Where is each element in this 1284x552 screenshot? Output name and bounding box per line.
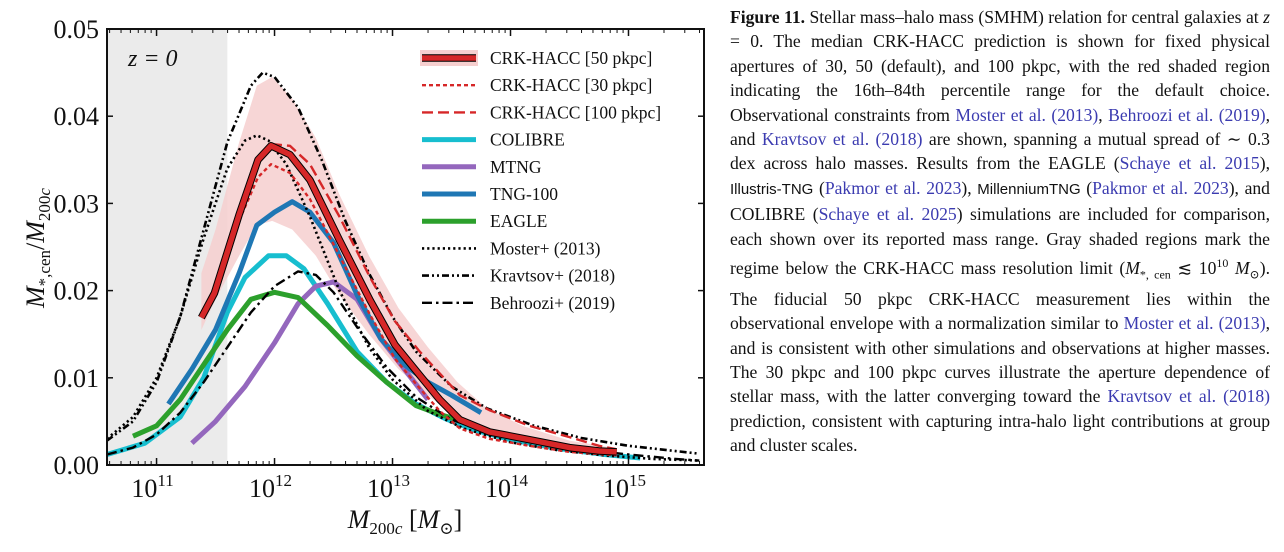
caption-text: ),	[961, 177, 978, 198]
caption-text: M	[1235, 257, 1250, 278]
y-tick-label: 0.00	[54, 451, 100, 480]
caption-text: *, cen	[1139, 267, 1171, 282]
caption-text: measurement lies within the observationa…	[730, 288, 1270, 334]
caption-text: CRK-HACC	[873, 31, 964, 52]
legend-item: Kravtsov+ (2018)	[422, 266, 615, 286]
caption-text: mass resolution limit (	[954, 257, 1126, 278]
caption-text: MillenniumTNG	[977, 180, 1081, 198]
caption-text: are shown, spanning a mutual spread of ∼…	[730, 129, 1270, 174]
citation-link[interactable]: Schaye et al. 2015	[1119, 153, 1260, 174]
legend-item: COLIBRE	[422, 130, 565, 150]
caption-text: ), and	[1228, 177, 1270, 198]
caption-text: ),	[1259, 153, 1270, 174]
legend-label: Behroozi+ (2019)	[490, 293, 615, 313]
series-moster-2013	[107, 134, 700, 462]
legend-label: CRK-HACC [50 pkpc]	[490, 48, 652, 68]
caption-text: ≲ 10	[1170, 257, 1217, 278]
legend-label: Kravtsov+ (2018)	[490, 266, 615, 286]
y-tick-label: 0.01	[54, 364, 100, 393]
legend-label: COLIBRE	[490, 130, 565, 150]
caption-text: prediction, consistent with capturing in…	[730, 410, 1270, 456]
citation-link[interactable]: Kravtsov et al. (2018)	[761, 129, 923, 150]
x-tick-label: 1013	[367, 471, 410, 503]
citation-link[interactable]: Pakmor et al. 2023	[1092, 177, 1229, 198]
caption-text: (	[805, 204, 819, 225]
legend-label: CRK-HACC [100 pkpc]	[490, 102, 661, 122]
y-axis-label: M*,cen/M200c	[21, 188, 54, 309]
series-behroozi-2019	[107, 270, 700, 462]
y-tick-label: 0.05	[54, 15, 100, 44]
caption-text: , and	[730, 104, 1271, 150]
caption-text: prediction is shown for fixed physical a…	[730, 31, 1270, 125]
caption-text: (	[813, 177, 825, 198]
citation-link[interactable]: Moster et al. (2013)	[955, 104, 1099, 125]
caption-text: , and is consistent with other simulatio…	[730, 313, 1270, 407]
caption-text: ,	[1098, 104, 1109, 125]
legend-item: EAGLE	[422, 211, 547, 231]
y-tick-label: 0.04	[54, 102, 100, 131]
y-tick-label: 0.02	[54, 277, 100, 306]
legend-item: CRK-HACC [100 pkpc]	[422, 102, 661, 122]
caption-text: COLIBRE	[730, 204, 806, 225]
citation-link[interactable]: Schaye et al. 2025	[818, 204, 957, 225]
legend-label: EAGLE	[490, 211, 547, 231]
caption-text: Illustris-TNG	[730, 180, 814, 198]
figure-label: Figure 11.	[730, 7, 806, 27]
x-tick-label: 1014	[485, 471, 529, 503]
series-kravtsov-2018	[107, 71, 700, 455]
caption-text: Stellar mass–halo mass (SMHM) relation f…	[805, 7, 1264, 27]
legend-item: TNG-100	[422, 184, 558, 204]
figure-panel: 0.00 0.01 0.02 0.03 0.04 0.05 1011 1012 1013 1014…	[21, 15, 705, 538]
y-tick-label: 0.03	[54, 189, 100, 218]
caption-text: (	[1080, 177, 1093, 198]
figure-caption: Figure 11. Stellar mass–halo mass (SMHM)…	[730, 5, 1270, 458]
legend-label: CRK-HACC [30 pkpc]	[490, 75, 652, 95]
resolution-limit-shade	[107, 29, 228, 465]
series-crk-hacc-50-pkpc	[198, 142, 617, 456]
caption-text: z	[1263, 7, 1271, 27]
citation-link[interactable]: Kravtsov et al. (2018)	[1107, 386, 1270, 407]
caption-text: (	[1105, 153, 1120, 174]
caption-text: CRK-HACC	[863, 257, 955, 278]
legend-item: MTNG	[422, 157, 542, 177]
legend-label: TNG-100	[490, 184, 558, 204]
x-tick-label: 1015	[603, 471, 646, 503]
caption-text: M	[1125, 257, 1140, 278]
legend-item: CRK-HACC [50 pkpc]	[420, 48, 652, 68]
caption-text: ). The fiducial 50 pkpc	[730, 257, 1270, 309]
smhm-chart: 0.00 0.01 0.02 0.03 0.04 0.05 1011 1012 1013 1014…	[21, 15, 705, 538]
caption-text: EAGLE	[1048, 153, 1106, 174]
caption-text: ) simulations are included for compariso…	[730, 204, 1270, 278]
caption-text: 10	[1216, 256, 1229, 271]
x-tick-label: 1011	[131, 471, 173, 503]
caption-text: ⊙	[1249, 267, 1260, 282]
citation-link[interactable]: Behroozi et al. (2019)	[1108, 104, 1266, 125]
caption-text	[1228, 258, 1235, 278]
legend-item: Moster+ (2013)	[422, 238, 601, 258]
caption-text: = 0. The median	[730, 31, 874, 52]
series-crk-hacc-30-pkpc	[237, 163, 617, 457]
z-annotation: z = 0	[127, 46, 178, 72]
legend: CRK-HACC [50 pkpc] CRK-HACC [30 pkpc] CRK-…	[420, 48, 661, 313]
plot-frame	[106, 28, 705, 466]
legend-label: MTNG	[490, 157, 542, 177]
x-axis-label: M200c [M⊙]	[347, 505, 462, 538]
caption-text: CRK-HACC	[928, 288, 1020, 309]
citation-link[interactable]: Pakmor et al. 2023	[824, 177, 962, 198]
x-tick-label: 1012	[249, 471, 292, 503]
legend-item: CRK-HACC [30 pkpc]	[422, 75, 652, 95]
legend-label: Moster+ (2013)	[490, 238, 601, 258]
legend-item: Behroozi+ (2019)	[422, 293, 615, 313]
series-crk-hacc-100-pkpc	[270, 142, 617, 451]
series-eagle	[131, 289, 465, 439]
citation-link[interactable]: Moster et al. (2013)	[1123, 313, 1266, 334]
